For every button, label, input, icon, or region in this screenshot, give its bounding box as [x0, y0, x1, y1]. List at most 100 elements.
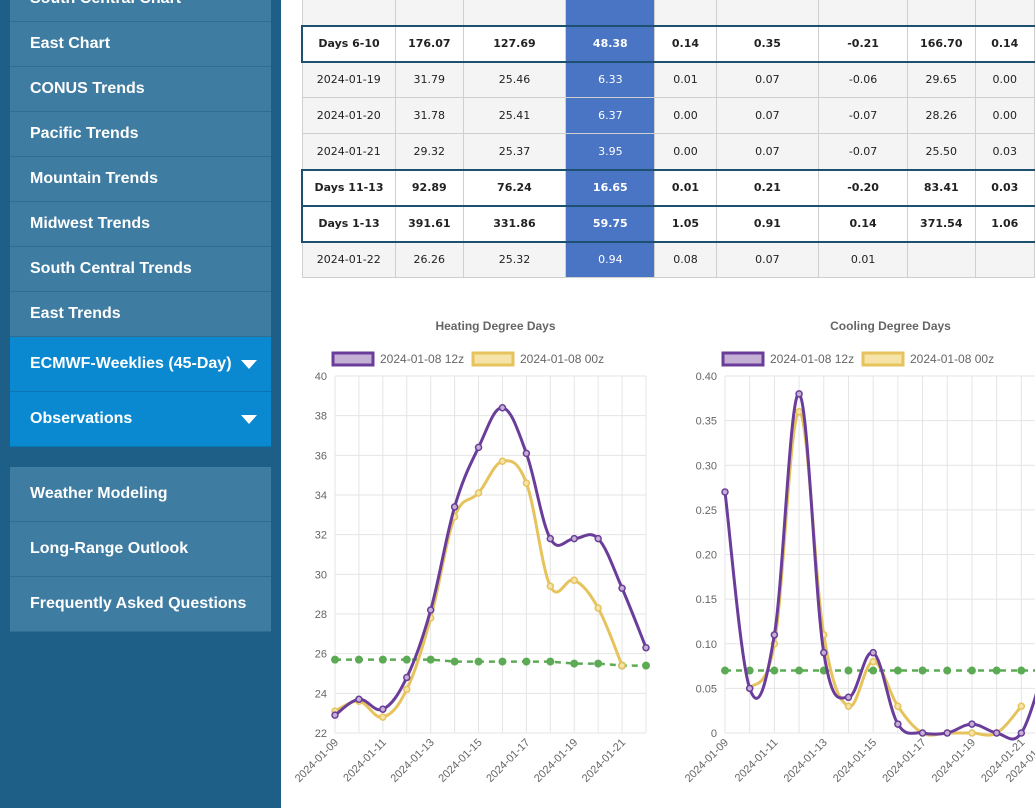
- nav-item-label: East Trends: [30, 305, 121, 322]
- x-tick-label: 2024-01-09: [293, 737, 341, 785]
- nav-item-conus-trends[interactable]: CONUS Trends: [10, 67, 271, 112]
- nav-group-menus: ECMWF-Weeklies (45-Day) Observations: [10, 337, 271, 447]
- nav-item-label: Weather Modeling: [30, 485, 168, 502]
- data-point: [1017, 666, 1026, 675]
- table-cell: 391.61: [395, 204, 464, 243]
- table-cell: 92.89: [395, 168, 464, 207]
- y-tick-label: 0.20: [696, 550, 717, 562]
- table-cell: -0.07: [818, 97, 909, 134]
- data-point: [943, 666, 952, 675]
- chevron-down-icon[interactable]: [241, 415, 257, 424]
- table-cell: 371.54: [907, 204, 976, 243]
- table-cell: 0.08: [654, 241, 717, 278]
- data-point: [844, 693, 853, 702]
- nav-item-long-range-outlook[interactable]: Long-Range Outlook: [10, 522, 271, 577]
- y-tick-label: 0.30: [696, 460, 717, 472]
- legend-label: 2024-01-08 12z: [770, 352, 854, 366]
- table-cell: 31.79: [395, 61, 464, 98]
- data-point: [546, 657, 555, 666]
- table-cell: [654, 0, 717, 26]
- table-cell: 6.37: [565, 97, 656, 134]
- nav-group-resources: Weather Modeling Long-Range Outlook Freque…: [10, 467, 271, 632]
- nav-item-weather-modeling[interactable]: Weather Modeling: [10, 467, 271, 522]
- data-point: [795, 666, 804, 675]
- nav-item-label: Long-Range Outlook: [30, 540, 189, 557]
- data-point: [355, 695, 363, 704]
- table-cell: [715, 0, 820, 26]
- nav-item-ecmwf-weeklies-45-day[interactable]: ECMWF-Weeklies (45-Day): [10, 337, 271, 392]
- table-cell: 0.07: [715, 61, 820, 98]
- nav-item-observations[interactable]: Observations: [10, 392, 271, 447]
- table-cell: [974, 0, 1035, 26]
- table-cell: 0.01: [654, 168, 717, 207]
- table-row: 2024-01-20 31.78 25.41 6.37 0.00 0.07 -0.07 28.…: [301, 97, 1035, 134]
- y-tick-label: 40: [315, 371, 327, 383]
- data-point: [968, 729, 976, 737]
- x-tick-label: 2024-01-13: [389, 737, 437, 785]
- table-cell: 0.03: [974, 133, 1035, 170]
- legend-label: 2024-01-08 00z: [520, 352, 604, 366]
- cooling-degree-days-chart: Cooling Degree Days 2024-01-08 12z 2024-01…: [683, 319, 1035, 785]
- table-cell: 176.07: [395, 24, 464, 63]
- table-cell: 0.14: [974, 24, 1035, 63]
- table-cell: [907, 241, 976, 278]
- table-cell: 25.46: [462, 61, 567, 98]
- nav-item-label: Mountain Trends: [30, 170, 158, 187]
- data-point: [522, 449, 531, 458]
- legend-swatch: [331, 351, 375, 367]
- table-cell: 26.26: [395, 241, 464, 278]
- nav-item-east-trends[interactable]: East Trends: [10, 292, 271, 337]
- chevron-down-icon[interactable]: [241, 360, 257, 369]
- nav-item-label: Midwest Trends: [30, 215, 151, 232]
- legend-swatch: [861, 351, 905, 367]
- y-tick-label: 0.35: [696, 416, 717, 428]
- y-tick-label: 32: [315, 530, 327, 542]
- data-point: [426, 606, 435, 614]
- nav-item-pacific-trends[interactable]: Pacific Trends: [10, 112, 271, 157]
- nav-item-mountain-trends[interactable]: Mountain Trends: [10, 157, 271, 202]
- data-point: [992, 729, 1001, 737]
- table-cell: 16.65: [565, 168, 656, 207]
- table-cell: 48.38: [565, 24, 656, 63]
- nav-item-midwest-trends[interactable]: Midwest Trends: [10, 202, 271, 247]
- data-point: [570, 534, 578, 543]
- table-cell: 0.35: [715, 24, 820, 63]
- table-summary-row: Days 1-13 391.61 331.86 59.75 1.05 0.91 0.14 37…: [301, 204, 1035, 243]
- data-point: [331, 655, 339, 664]
- data-point: [844, 666, 853, 675]
- x-tick-label: 2024-01-19: [930, 737, 978, 785]
- table-summary-row: Days 6-10 176.07 127.69 48.38 0.14 0.35 -0.21 1…: [301, 24, 1035, 63]
- data-point: [745, 684, 754, 693]
- table-cell: -0.21: [818, 24, 909, 63]
- data-point: [844, 702, 853, 710]
- data-point: [522, 657, 531, 666]
- data-point: [967, 666, 976, 675]
- legend-swatch: [721, 351, 765, 367]
- series-line-2024-01-08-12z: [723, 392, 1035, 741]
- table-cell: 0.00: [974, 61, 1035, 98]
- table-cell: 166.70: [907, 24, 976, 63]
- nav-item-label: ECMWF-Weeklies (45-Day): [30, 355, 232, 372]
- x-tick-label: 2024-01-11: [733, 737, 781, 785]
- nav-item-east-chart[interactable]: East Chart: [10, 22, 271, 67]
- table-cell: -0.20: [818, 168, 909, 207]
- data-point: [331, 711, 339, 719]
- data-point: [745, 666, 754, 675]
- data-point: [426, 655, 435, 664]
- legend-swatch: [471, 351, 515, 367]
- y-tick-label: 26: [315, 649, 327, 661]
- nav-item-south-central-chart[interactable]: South Central Chart: [10, 0, 271, 22]
- data-point: [594, 659, 603, 668]
- table-cell: 331.86: [462, 204, 567, 243]
- data-point: [474, 443, 483, 452]
- data-point: [820, 648, 828, 657]
- data-point: [474, 657, 483, 666]
- table-row: 2024-01-19 31.79 25.46 6.33 0.01 0.07 -0.06 29.…: [301, 61, 1035, 98]
- table-cell: 0.21: [715, 168, 820, 207]
- data-point: [498, 403, 507, 412]
- data-point: [770, 666, 779, 675]
- y-tick-label: 0.10: [696, 639, 717, 651]
- nav-item-frequently-asked-questions[interactable]: Frequently Asked Questions: [10, 577, 271, 632]
- nav-item-south-central-trends[interactable]: South Central Trends: [10, 247, 271, 292]
- data-point: [721, 666, 729, 675]
